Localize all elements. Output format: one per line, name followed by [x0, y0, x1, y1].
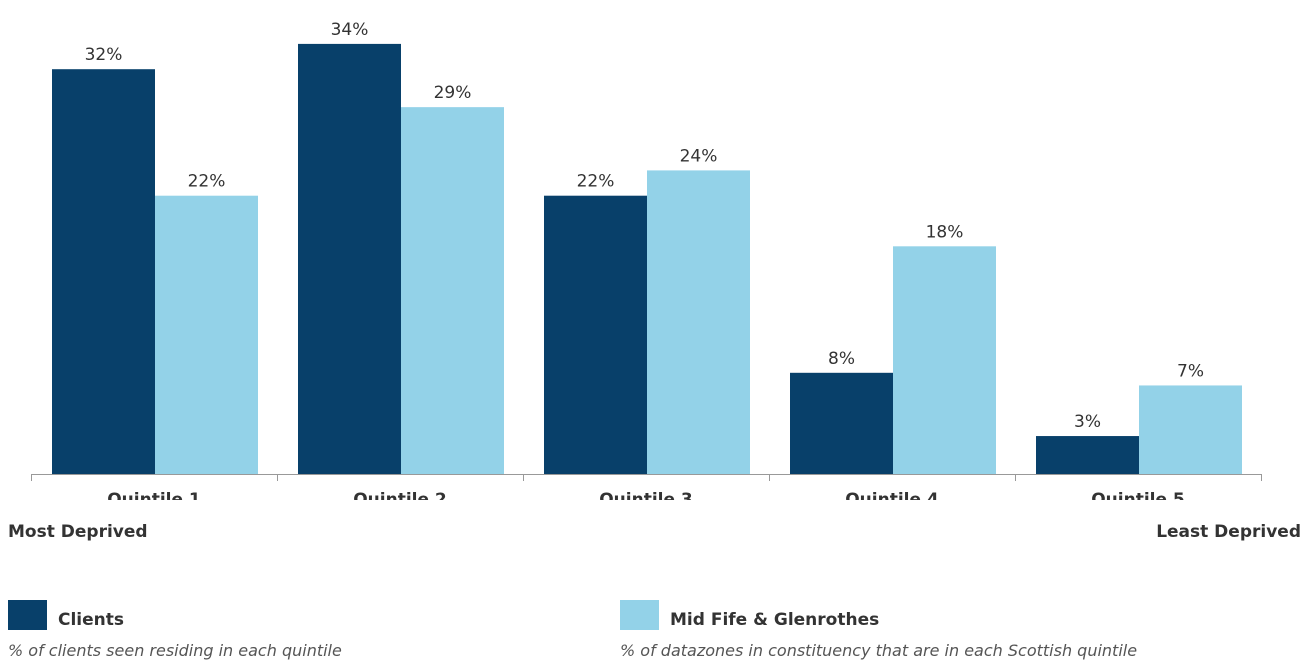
legend-title-clients: Clients	[58, 610, 125, 630]
legend-description-mid-fife: % of datazones in constituency that are …	[620, 641, 1138, 660]
legend-swatch-mid-fife	[620, 600, 659, 630]
axis-end-label-left: Most Deprived	[8, 522, 148, 542]
bar-clients-quintile-5	[1036, 436, 1139, 474]
bar-mid-fife-glenrothes-quintile-3	[647, 170, 750, 474]
data-label-mid-fife-glenrothes-quintile-2: 29%	[434, 83, 472, 103]
category-label-quintile-4: Quintile 4	[845, 490, 939, 500]
data-label-clients-quintile-3: 22%	[577, 172, 615, 192]
category-label-quintile-5: Quintile 5	[1091, 490, 1185, 500]
data-label-clients-quintile-5: 3%	[1074, 412, 1101, 432]
data-label-clients-quintile-1: 32%	[85, 45, 123, 65]
data-label-clients-quintile-4: 8%	[828, 349, 855, 369]
category-label-quintile-1: Quintile 1	[107, 490, 201, 500]
axis-end-label-right: Least Deprived	[1156, 522, 1301, 542]
data-label-mid-fife-glenrothes-quintile-3: 24%	[680, 146, 718, 166]
bar-clients-quintile-1	[52, 69, 155, 474]
bar-mid-fife-glenrothes-quintile-2	[401, 107, 504, 475]
data-label-mid-fife-glenrothes-quintile-4: 18%	[926, 222, 964, 242]
category-label-quintile-2: Quintile 2	[353, 490, 447, 500]
data-label-mid-fife-glenrothes-quintile-5: 7%	[1177, 361, 1204, 381]
bar-mid-fife-glenrothes-quintile-5	[1139, 385, 1242, 474]
legend-description-clients: % of clients seen residing in each quint…	[8, 641, 342, 660]
bar-clients-quintile-3	[544, 195, 647, 474]
bar-clients-quintile-4	[790, 372, 893, 474]
bar-mid-fife-glenrothes-quintile-4	[893, 246, 996, 474]
legend-title-mid-fife: Mid Fife & Glenrothes	[670, 610, 880, 630]
bar-clients-quintile-2	[298, 43, 401, 475]
bar-mid-fife-glenrothes-quintile-1	[155, 195, 258, 474]
category-label-quintile-3: Quintile 3	[599, 490, 693, 500]
data-label-clients-quintile-2: 34%	[331, 20, 369, 40]
data-label-mid-fife-glenrothes-quintile-1: 22%	[188, 172, 226, 192]
legend-swatch-clients	[8, 600, 47, 630]
bar-chart: 32% 22% Quintile 1 34% 29% Quintile 2 22% 24% Qu…	[31, 20, 1262, 500]
